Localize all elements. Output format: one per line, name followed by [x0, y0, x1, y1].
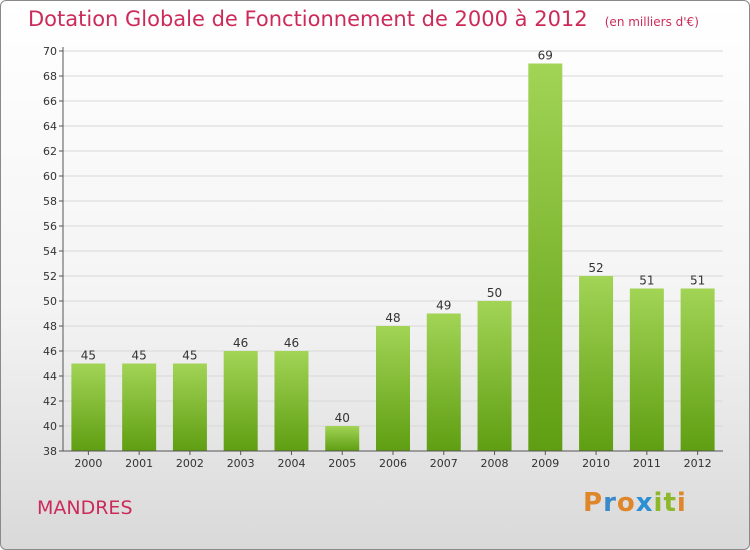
chart-title-row: Dotation Globale de Fonctionnement de 20… [28, 7, 699, 31]
x-tick-label: 2001 [125, 457, 153, 470]
data-label: 51 [639, 274, 654, 288]
logo-letter: x [635, 488, 654, 518]
data-label: 46 [233, 336, 248, 350]
bar [680, 288, 715, 451]
y-tick-label: 66 [43, 95, 57, 108]
bar [172, 363, 207, 451]
bars [71, 63, 715, 451]
chart-title: Dotation Globale de Fonctionnement de 20… [28, 7, 588, 31]
data-label: 69 [538, 49, 553, 63]
y-tick-label: 64 [43, 120, 57, 133]
data-label: 49 [436, 299, 451, 313]
bar [376, 326, 410, 451]
data-label: 52 [588, 261, 603, 275]
x-tick-label: 2000 [74, 457, 102, 470]
logo-letter: t [663, 488, 677, 518]
data-label: 45 [132, 349, 147, 363]
y-tick-label: 58 [43, 195, 57, 208]
data-label: 45 [81, 349, 96, 363]
bar [325, 426, 360, 451]
data-label: 46 [284, 336, 299, 350]
y-tick-label: 68 [43, 70, 57, 83]
bar [71, 363, 106, 451]
labels: 38 40 42 44 46 48 50 52 54 56 58 60 62 64 66 68 70 45 2000… [43, 45, 712, 470]
bar [223, 351, 258, 451]
data-label: 48 [385, 311, 400, 325]
axes [59, 47, 723, 455]
bar [629, 288, 664, 451]
x-tick-label: 2010 [582, 457, 610, 470]
y-tick-label: 42 [43, 395, 57, 408]
data-label: 40 [335, 411, 350, 425]
y-tick-label: 54 [43, 245, 57, 258]
bar [579, 276, 614, 451]
chart-unit: (en milliers d'€) [604, 15, 699, 29]
x-tick-label: 2008 [481, 457, 509, 470]
y-tick-label: 48 [43, 320, 57, 333]
logo-letter: P [583, 488, 604, 518]
x-tick-label: 2009 [531, 457, 559, 470]
x-tick-label: 2005 [328, 457, 356, 470]
bar [274, 351, 309, 451]
proxiti-logo: Proxiti [583, 488, 687, 518]
logo-letter: r [603, 488, 617, 518]
y-tick-label: 38 [43, 445, 57, 458]
x-tick-label: 2002 [176, 457, 204, 470]
data-label: 45 [182, 349, 197, 363]
commune-name: MANDRES [37, 497, 133, 519]
logo-letter: i [653, 488, 664, 518]
y-tick-label: 40 [43, 420, 57, 433]
y-tick-label: 46 [43, 345, 57, 358]
x-tick-label: 2006 [379, 457, 407, 470]
y-tick-label: 52 [43, 270, 57, 283]
logo-letter: i [676, 488, 687, 518]
y-tick-label: 50 [43, 295, 57, 308]
x-tick-label: 2011 [633, 457, 661, 470]
bar [528, 63, 563, 451]
logo-letter: o [616, 488, 636, 518]
bar [122, 363, 157, 451]
x-tick-label: 2003 [227, 457, 255, 470]
x-tick-label: 2004 [277, 457, 305, 470]
data-label: 50 [487, 286, 502, 300]
x-tick-label: 2012 [684, 457, 712, 470]
x-tick-label: 2007 [430, 457, 458, 470]
y-tick-label: 56 [43, 220, 57, 233]
data-label: 51 [690, 274, 705, 288]
bar [426, 313, 461, 451]
bar [477, 301, 512, 451]
y-tick-label: 62 [43, 145, 57, 158]
y-tick-label: 70 [43, 45, 57, 58]
y-tick-label: 60 [43, 170, 57, 183]
y-tick-label: 44 [43, 370, 57, 383]
